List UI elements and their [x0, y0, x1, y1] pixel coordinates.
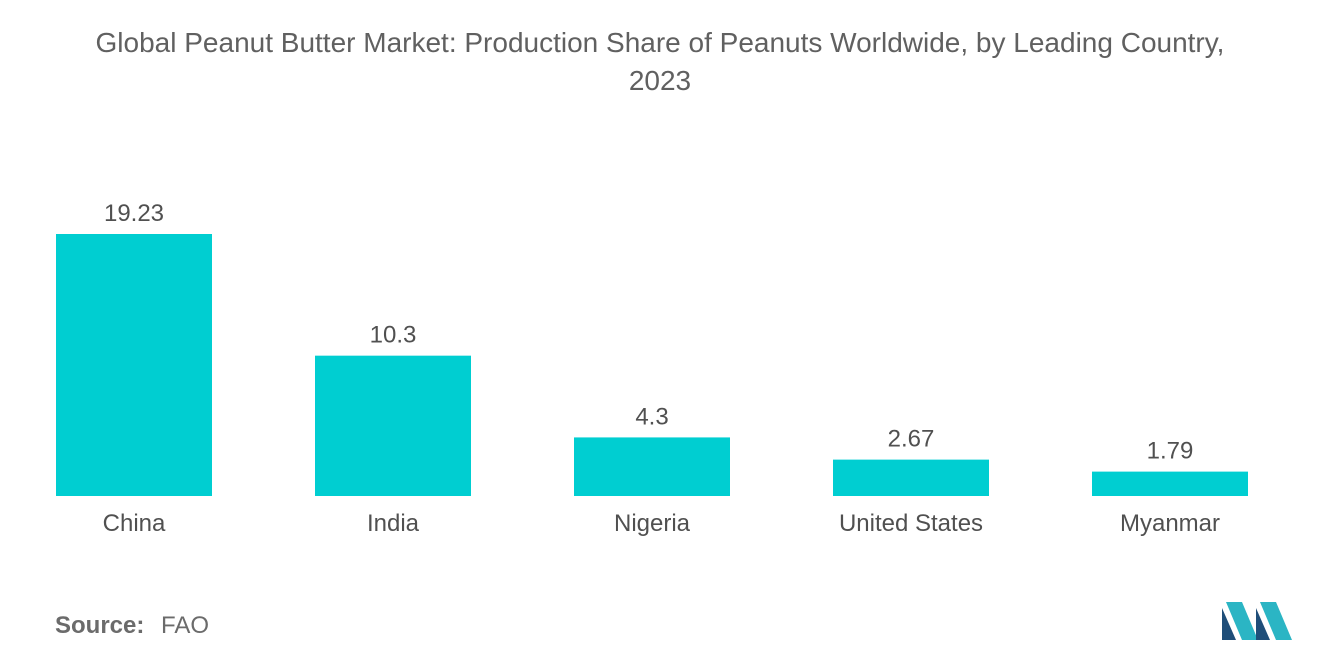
- category-label: Myanmar: [1120, 510, 1220, 537]
- data-label: 10.3: [370, 322, 417, 349]
- chart-title-line-2: 2023: [628, 65, 692, 96]
- source-value: FAO: [161, 612, 210, 639]
- source-note: Source: FAO: [55, 612, 209, 640]
- bar-china: [56, 234, 212, 496]
- category-label: United States: [839, 510, 983, 537]
- bar-nigeria: [574, 437, 730, 496]
- bar-united-states: [833, 459, 989, 496]
- data-label: 1.79: [1147, 438, 1194, 465]
- data-label: 2.67: [888, 426, 935, 453]
- category-label: China: [103, 510, 166, 537]
- category-label: India: [367, 510, 420, 537]
- category-label: Nigeria: [614, 510, 691, 537]
- data-label: 4.3: [635, 403, 668, 430]
- chart-title-line-1: Global Peanut Butter Market: Production …: [95, 27, 1225, 58]
- bar-myanmar: [1092, 471, 1248, 496]
- source-label: Source:: [55, 612, 145, 639]
- chart-title: Global Peanut Butter Market: Production …: [0, 24, 1320, 100]
- mordor-intelligence-logo-icon: [1222, 602, 1292, 640]
- bar-india: [315, 355, 471, 496]
- data-label: 19.23: [104, 200, 164, 227]
